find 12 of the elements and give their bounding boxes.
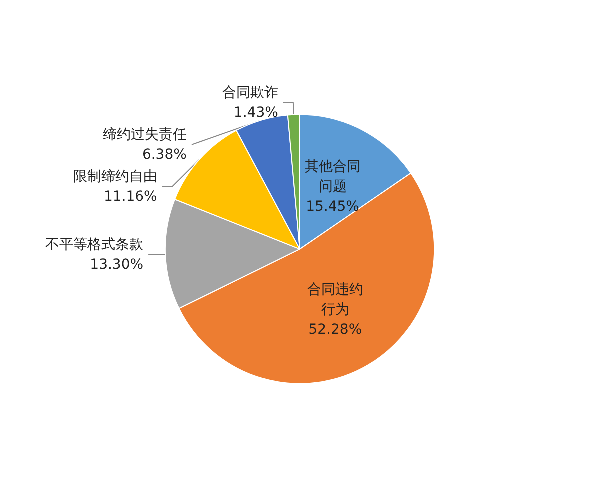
data-label: 13.30% — [90, 256, 144, 273]
slice-label: 限制缔约自由 — [73, 168, 158, 185]
data-label: 1.43% — [234, 104, 278, 121]
slice-label: 不平等格式条款 — [46, 236, 144, 253]
data-label: 11.16% — [104, 188, 158, 205]
slice-label: 缔约过失责任 — [102, 126, 187, 143]
data-label: 52.28% — [308, 322, 362, 338]
data-label: 6.38% — [142, 146, 187, 163]
slice-label: 其他合同问题 — [304, 159, 361, 196]
data-label: 15.45% — [306, 199, 360, 216]
slice-label: 合同欺诈 — [222, 84, 278, 101]
slice-label: 合同违约行为 — [307, 282, 364, 318]
